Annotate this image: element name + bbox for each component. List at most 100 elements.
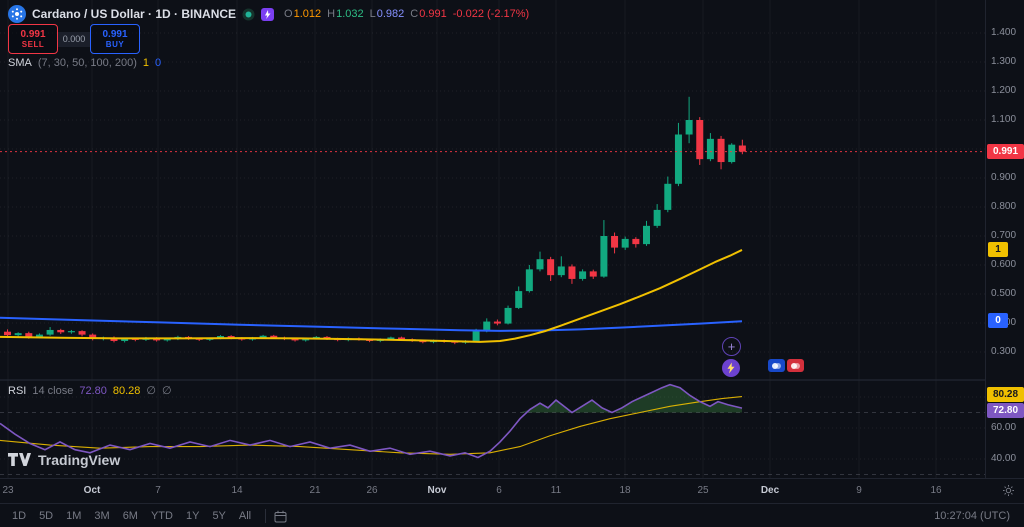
open-value: 1.012 (293, 8, 322, 20)
rsi-value-yellow: 80.28 (112, 384, 141, 397)
range-1d-button[interactable]: 1D (12, 510, 27, 522)
market-status-icon[interactable] (242, 8, 255, 21)
trade-buttons: 0.991 SELL 0.000 0.991 BUY (8, 24, 140, 54)
time-tick-label: 9 (856, 485, 862, 496)
range-1y-button[interactable]: 1Y (185, 510, 200, 522)
time-tick-label: 26 (366, 485, 378, 496)
time-tick-label: 11 (550, 485, 562, 496)
range-selector: 1D 5D 1M 3M 6M YTD 1Y 5Y All (6, 508, 257, 524)
sma-name: SMA (8, 57, 32, 69)
time-tick-label: 6 (496, 485, 502, 496)
price-scale[interactable]: 1.4001.3001.2001.1001.0000.9000.8000.700… (985, 0, 1024, 478)
sma-params: (7, 30, 50, 100, 200) (37, 57, 137, 69)
time-tick-label: 23 (2, 485, 14, 496)
cardano-logo-icon[interactable] (8, 5, 26, 23)
price-tick-label: 1.300 (991, 56, 1017, 67)
range-5y-button[interactable]: 5Y (212, 510, 226, 522)
price-tick-label: 60.00 (991, 422, 1017, 433)
low-group: L0.982 (370, 8, 405, 20)
bolt-mini-icon (261, 7, 275, 21)
ohlc-values: O1.012 H1.032 L0.982 C0.991 -0.022 (-2.1… (284, 8, 529, 20)
range-1m-button[interactable]: 1M (66, 510, 82, 522)
close-group: C0.991 (410, 8, 446, 20)
buy-button[interactable]: 0.991 BUY (90, 24, 140, 54)
price-tick-label: 0.900 (991, 172, 1017, 183)
candles-layer (4, 96, 746, 345)
last-price-badge: 0.991 (987, 143, 1024, 159)
rsi-ma-badge: 80.28 (987, 386, 1024, 402)
close-label: C (410, 8, 419, 20)
time-scale[interactable]: 23 Oct 7 14 21 26 Nov 6 11 18 25 Dec 9 16 (0, 478, 1024, 504)
grid-layer (0, 0, 985, 478)
add-order-plus-button[interactable]: + (722, 337, 741, 356)
sma-yellow-badge: 1 (988, 241, 1008, 257)
sma-legend[interactable]: SMA (7, 30, 50, 100, 200) 1 0 (8, 57, 161, 69)
toolbar-divider (265, 509, 267, 523)
rsi-lines-layer (0, 383, 743, 459)
buy-label: BUY (105, 40, 125, 50)
sell-button[interactable]: 0.991 SELL (8, 24, 58, 54)
symbol-title[interactable]: Cardano / US Dollar · 1D · BINANCE (32, 7, 237, 21)
buy-price: 0.991 (102, 28, 128, 40)
sma-layer (0, 249, 743, 343)
price-tick-label: 40.00 (991, 453, 1017, 464)
sell-label: SELL (21, 40, 45, 50)
spread-value: 0.000 (58, 31, 90, 47)
price-tick-label: 0.800 (991, 201, 1017, 212)
rsi-fill-layer (0, 384, 742, 413)
time-tick-label: Nov (427, 485, 447, 496)
instant-trade-bolt-button[interactable] (722, 359, 740, 377)
rsi-hidden-value-1: ∅ (146, 385, 156, 397)
bolt-icon (722, 359, 740, 377)
tradingview-watermark[interactable]: TradingView (8, 452, 120, 468)
range-5d-button[interactable]: 5D (39, 510, 54, 522)
main-chart-canvas[interactable] (0, 0, 985, 478)
quick-trade-mini-icon[interactable] (261, 7, 275, 21)
price-tick-label: 0.300 (991, 346, 1017, 357)
trading-panel-red-icon[interactable] (787, 359, 804, 372)
range-all-button[interactable]: All (238, 510, 252, 522)
utc-clock[interactable]: 10:27:04 (UTC) (934, 510, 1010, 522)
range-6m-button[interactable]: 6M (122, 510, 138, 522)
range-3m-button[interactable]: 3M (94, 510, 110, 522)
watermark-label: TradingView (38, 452, 121, 468)
scale-settings-button[interactable] (1002, 484, 1015, 502)
price-tick-label: 0.700 (991, 230, 1017, 241)
open-group: O1.012 (284, 8, 321, 20)
price-tick-label: 1.400 (991, 27, 1017, 38)
price-tick-label: 0.600 (991, 259, 1017, 270)
time-tick-label: 18 (619, 485, 631, 496)
sma-value-yellow: 1 (142, 57, 150, 69)
high-group: H1.032 (327, 8, 363, 20)
bottom-toolbar: 1D 5D 1M 3M 6M YTD 1Y 5Y All 10:27:04 (UTC) (0, 503, 1024, 527)
change-value: -0.022 (-2.17%) (452, 8, 530, 20)
rsi-name: RSI (8, 384, 27, 397)
time-tick-label: 25 (697, 485, 709, 496)
price-tick-label: 1.200 (991, 85, 1017, 96)
calendar-icon (274, 510, 287, 522)
plus-icon: + (727, 339, 736, 354)
time-tick-label: 14 (231, 485, 243, 496)
high-label: H (327, 8, 336, 20)
close-value: 0.991 (419, 8, 447, 20)
rsi-hidden-value-2: ∅ (161, 385, 172, 397)
rsi-legend[interactable]: RSI 14 close 72.80 80.28 ∅ ∅ (8, 384, 172, 398)
time-tick-label: 21 (309, 485, 321, 496)
trading-panel-blue-icon[interactable] (768, 359, 785, 372)
range-ytd-button[interactable]: YTD (150, 510, 173, 522)
time-tick-label: Oct (83, 485, 101, 496)
sma-blue-badge: 0 (988, 313, 1008, 329)
go-to-date-button[interactable] (274, 510, 287, 523)
sma-value-blue: 0 (155, 57, 162, 69)
price-tick-label: 1.100 (991, 114, 1017, 125)
low-value: 0.982 (376, 8, 405, 20)
symbol-header: Cardano / US Dollar · 1D · BINANCE O1.01… (8, 5, 529, 23)
gear-icon (1003, 485, 1014, 496)
tradingview-logo-icon (8, 453, 31, 466)
high-value: 1.032 (336, 8, 364, 20)
rsi-value-purple: 72.80 (79, 384, 107, 397)
open-label: O (284, 8, 293, 20)
rsi-value-badge: 72.80 (987, 403, 1024, 419)
low-label: L (369, 8, 376, 20)
